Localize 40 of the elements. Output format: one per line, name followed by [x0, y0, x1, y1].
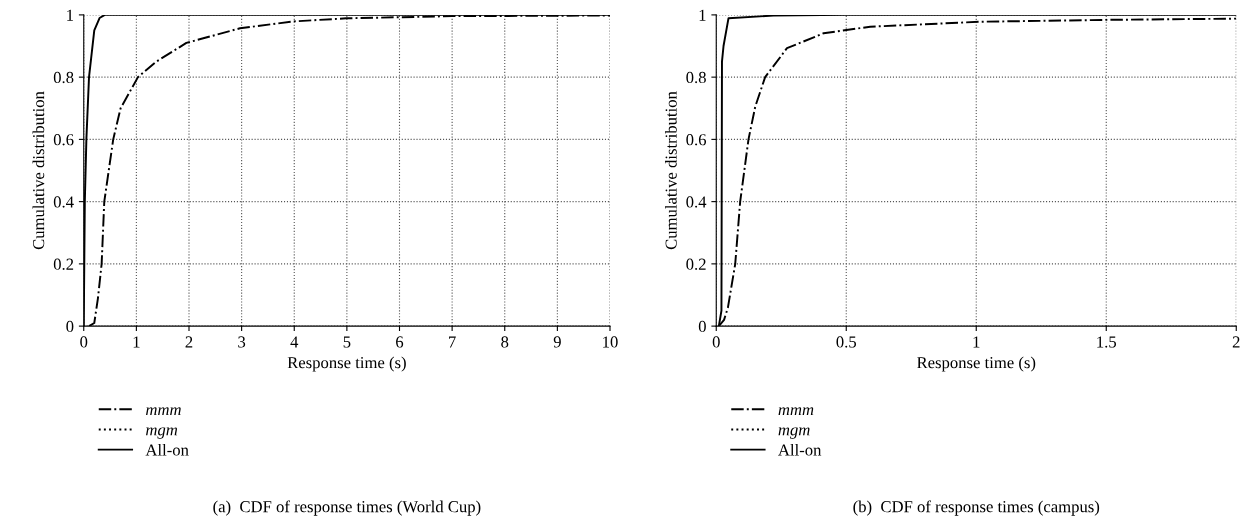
text: (a) CDF of response times (World Cup)	[213, 500, 481, 516]
legend-label: All-on	[145, 443, 189, 456]
x-tick-label: 6	[396, 336, 404, 348]
legend-label: mmm	[778, 407, 814, 416]
x-tick-label: 1.5	[1097, 336, 1117, 348]
x-axis-title: Response time (s)	[287, 356, 406, 372]
x-tick-label: 10	[603, 336, 618, 348]
legend-label: All-on	[778, 443, 822, 456]
y-tick-label: 0	[698, 320, 706, 333]
y-tick-label: 0.2	[686, 258, 706, 270]
x-tick-label: 5	[343, 336, 351, 348]
x-tick-label: 2	[185, 336, 193, 348]
legend-label: mgm	[778, 427, 810, 439]
y-axis-title: Cumulative distribution	[32, 91, 45, 250]
legend-label: mgm	[146, 427, 178, 439]
y-tick-label: 0.4	[686, 196, 707, 208]
x-tick-label: 1	[133, 336, 140, 348]
y-axis-title: Cumulative distribution	[665, 91, 677, 250]
x-tick-label: 7	[449, 336, 456, 348]
x-tick-label: 0	[80, 336, 88, 348]
text: (b) CDF of response times (campus)	[853, 500, 1100, 516]
x-tick-label: 8	[501, 336, 509, 348]
y-tick-label: 0.8	[53, 71, 74, 84]
x-tick-label: 1	[973, 336, 980, 348]
y-tick-label: 0.8	[686, 71, 706, 84]
x-tick-label: 2	[1232, 336, 1240, 348]
x-tick-label: 3	[238, 336, 246, 348]
y-tick-label: 1	[699, 9, 706, 21]
legend-label: mmm	[146, 407, 181, 416]
y-tick-label: 0.6	[53, 134, 74, 146]
x-tick-label: 0	[712, 336, 720, 348]
y-tick-label: 0	[66, 320, 74, 333]
y-tick-label: 0.4	[53, 196, 74, 208]
x-tick-label: 9	[553, 336, 561, 348]
x-tick-label: 4	[290, 336, 299, 348]
x-axis-title: Response time (s)	[917, 356, 1036, 372]
y-tick-label: 1	[67, 9, 74, 21]
y-tick-label: 0.6	[686, 134, 707, 146]
y-tick-label: 0.2	[53, 258, 74, 270]
x-tick-label: 0.5	[836, 336, 857, 348]
